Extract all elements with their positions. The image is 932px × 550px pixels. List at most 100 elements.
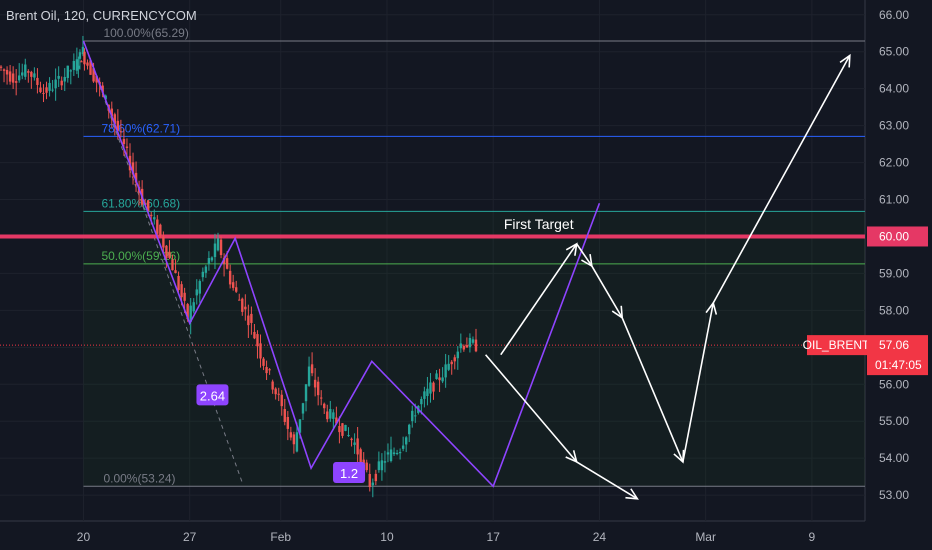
- candle-body: [338, 426, 341, 433]
- candle-body: [150, 214, 153, 216]
- candle-body: [153, 217, 156, 220]
- candle-body: [459, 343, 463, 349]
- candle-body: [95, 75, 98, 83]
- candle-body: [75, 59, 79, 71]
- candle-body: [42, 92, 45, 94]
- candle-body: [189, 305, 192, 322]
- candle-body: [21, 72, 24, 76]
- candle-body: [323, 403, 326, 409]
- candle-body: [292, 434, 296, 445]
- candle-body: [48, 82, 51, 91]
- candle-body: [180, 284, 183, 298]
- candle-body: [356, 438, 359, 455]
- candle-body: [110, 108, 113, 117]
- candle-body: [244, 306, 247, 310]
- candle-body: [69, 70, 73, 72]
- candle-body: [423, 391, 426, 399]
- candle-body: [265, 367, 268, 374]
- x-tick-label: 10: [380, 530, 394, 544]
- candle-body: [347, 435, 350, 437]
- candle-body: [18, 75, 21, 81]
- candle-body: [14, 81, 18, 83]
- candle-body: [235, 287, 238, 292]
- candle-body: [186, 304, 189, 320]
- candle-body: [329, 408, 332, 419]
- symbol-badge: [807, 335, 867, 356]
- y-tick-label: 61.00: [879, 193, 909, 207]
- level-price-label: 60.00: [879, 229, 909, 243]
- candle-body: [341, 423, 344, 436]
- candle-body: [207, 258, 211, 264]
- candle-body: [51, 89, 54, 91]
- candle-body: [268, 369, 271, 371]
- candle-body: [377, 461, 381, 471]
- candle-body: [256, 334, 259, 347]
- projection-path-segment: [621, 317, 684, 463]
- candle-body: [210, 257, 214, 261]
- candle-body: [447, 363, 450, 370]
- y-tick-label: 64.00: [879, 82, 909, 96]
- candle-body: [271, 381, 274, 390]
- candle-body: [81, 46, 85, 55]
- candle-body: [274, 388, 277, 395]
- y-tick-label: 62.00: [879, 156, 909, 170]
- candle-body: [2, 69, 6, 71]
- candle-body: [435, 373, 438, 379]
- candle-body: [304, 384, 308, 402]
- y-tick-label: 53.00: [879, 488, 909, 502]
- x-tick-label: 20: [77, 530, 91, 544]
- candle-body: [198, 281, 201, 294]
- candle-body: [471, 339, 475, 343]
- candle-body: [213, 243, 217, 258]
- candle-body: [238, 299, 241, 301]
- candle-body: [183, 292, 186, 301]
- candle-body: [298, 419, 302, 433]
- candle-body: [344, 424, 347, 431]
- candle-body: [92, 68, 95, 82]
- candle-body: [72, 61, 76, 70]
- fib-zone-shade: [83, 211, 866, 487]
- y-tick-label: 66.00: [879, 8, 909, 22]
- candle-body: [365, 462, 368, 471]
- candle-body: [177, 275, 180, 291]
- harmonic-pattern-line: [82, 40, 601, 488]
- y-tick-label: 58.00: [879, 303, 909, 317]
- candle-body: [335, 417, 338, 424]
- candle-body: [0, 66, 3, 68]
- candle-body: [247, 315, 250, 326]
- candle-body: [414, 415, 417, 417]
- y-tick-label: 55.00: [879, 414, 909, 428]
- candle-body: [77, 65, 80, 69]
- candle-body: [386, 452, 390, 455]
- candle-body: [119, 131, 123, 133]
- candle-body: [320, 397, 323, 399]
- candle-body: [39, 87, 42, 93]
- candle-body: [307, 366, 311, 386]
- x-tick-label: 17: [487, 530, 501, 544]
- candle-body: [353, 442, 356, 445]
- first-target-annotation: First Target: [504, 216, 574, 232]
- candle-body: [371, 482, 374, 486]
- symbol-label: OIL_BRENT: [803, 338, 870, 352]
- y-tick-label: 59.00: [879, 266, 909, 280]
- candle-body: [219, 239, 223, 256]
- y-tick-label: 65.00: [879, 45, 909, 59]
- candle-body: [131, 162, 135, 175]
- candle-body: [162, 236, 165, 248]
- candle-body: [83, 51, 86, 65]
- candle-body: [156, 219, 159, 234]
- candle-body: [456, 351, 459, 359]
- candle-body: [241, 298, 244, 312]
- projection-path-alt-arrowhead: [625, 488, 639, 500]
- candle-body: [404, 437, 408, 445]
- candle-body: [444, 364, 447, 378]
- candle-body: [89, 60, 92, 75]
- candle-body: [60, 80, 63, 86]
- x-tick-label: Mar: [695, 530, 716, 544]
- candle-body: [80, 61, 83, 63]
- candle-body: [134, 172, 138, 183]
- candle-body: [125, 146, 129, 148]
- candle-body: [420, 398, 423, 405]
- x-tick-label: 24: [593, 530, 607, 544]
- candle-body: [8, 71, 12, 82]
